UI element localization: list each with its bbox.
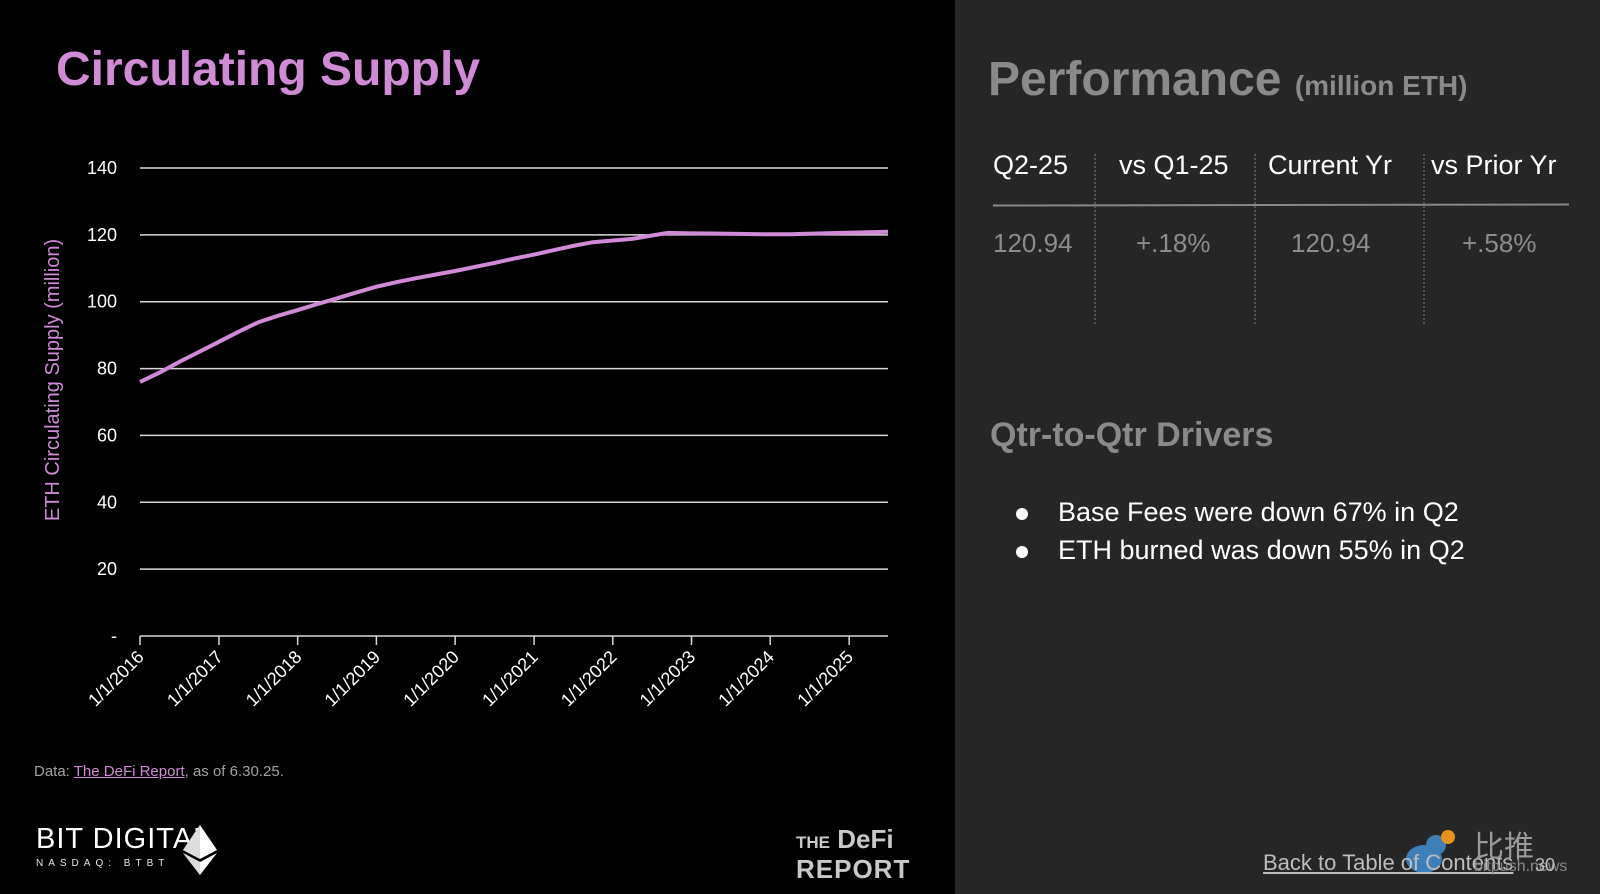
column-divider [1423,154,1425,324]
driver-item: ETH burned was down 55% in Q2 [1016,531,1465,569]
performance-panel [955,0,1600,894]
series-line [139,229,889,384]
driver-item: Base Fees were down 67% in Q2 [1016,493,1465,531]
source-link[interactable]: The DeFi Report [73,763,185,780]
y-tick-label: 60 [97,425,117,445]
y-tick-label: 120 [87,225,117,245]
x-tick-label: 1/1/2017 [163,647,227,711]
defi-report-logo: THE DeFi REPORT [796,826,910,882]
x-tick-label: 1/1/2020 [399,647,463,711]
performance-title: Performance (million ETH) [988,52,1467,107]
source-prefix: Data: [34,763,74,780]
header-current-yr: Current Yr [1268,150,1393,180]
value-current-yr: 120.94 [1291,228,1371,258]
performance-unit: (million ETH) [1294,70,1468,101]
defi-logo-the: THE [796,833,830,852]
back-to-contents-link[interactable]: Back to Table of Contents [1263,850,1514,875]
y-axis-ticks: - 20 40 60 80 100 120 140 [87,158,117,646]
defi-logo-report: REPORT [796,854,911,884]
x-tick-label: 1/1/2025 [793,647,857,711]
bit-digital-ticker: NASDAQ: BTBT [36,858,170,869]
header-vs-prior-yr: vs Prior Yr [1431,150,1557,180]
y-tick-label: 100 [87,292,117,312]
bit-digital-logo: BIT DIGITAL NASDAQ: BTBT [36,824,210,869]
chart-grid [140,167,888,570]
x-tick-label: 1/1/2019 [321,647,385,711]
defi-logo-defi: DeFi [837,824,894,854]
watermark-en: bitpush.news [1474,858,1568,875]
x-tick-label: 1/1/2021 [478,647,542,711]
column-divider [1254,154,1256,324]
page-number: 30 [1535,855,1556,875]
x-tick-label: 1/1/2022 [557,647,621,711]
chart-panel: Circulating Supply - 20 40 60 80 100 120 140 1/… [34,43,910,882]
chart-title: Circulating Supply [56,43,481,96]
data-source-note: Data: The DeFi Report, as of 6.30.25. [34,763,284,780]
drivers-title: Qtr-to-Qtr Drivers [990,416,1274,454]
y-tick-label: - [111,626,117,646]
y-tick-label: 140 [87,158,117,178]
x-tick-label: 1/1/2024 [714,647,778,711]
x-tick-label: 1/1/2016 [84,647,148,711]
source-suffix: , as of 6.30.25. [184,763,284,780]
watermark-cn: 比推 [1474,831,1534,864]
bitpush-bird-icon [1406,830,1455,873]
header-q2-25: Q2-25 [993,150,1069,180]
value-vs-q1-25: +.18% [1136,228,1211,258]
y-tick-label: 20 [97,559,117,579]
x-tick-label: 1/1/2018 [242,647,306,711]
value-q2-25: 120.94 [993,228,1073,258]
x-tick-label: 1/1/2023 [636,647,700,711]
column-divider [1094,154,1096,324]
y-axis-label: ETH Circulating Supply (million) [42,239,64,521]
header-vs-q1-25: vs Q1-25 [1119,150,1229,180]
x-axis-ticks: 1/1/2016 1/1/2017 1/1/2018 1/1/2019 1/1/2020… [84,636,857,710]
ethereum-icon [183,825,217,875]
drivers-list: Base Fees were down 67% in Q2 ETH burned… [1016,493,1465,569]
value-vs-prior-yr: +.58% [1462,228,1537,258]
y-tick-label: 40 [97,492,117,512]
bit-digital-name: BIT DIGITAL [36,823,211,855]
performance-title-text: Performance [988,53,1282,106]
y-tick-label: 80 [97,359,117,379]
